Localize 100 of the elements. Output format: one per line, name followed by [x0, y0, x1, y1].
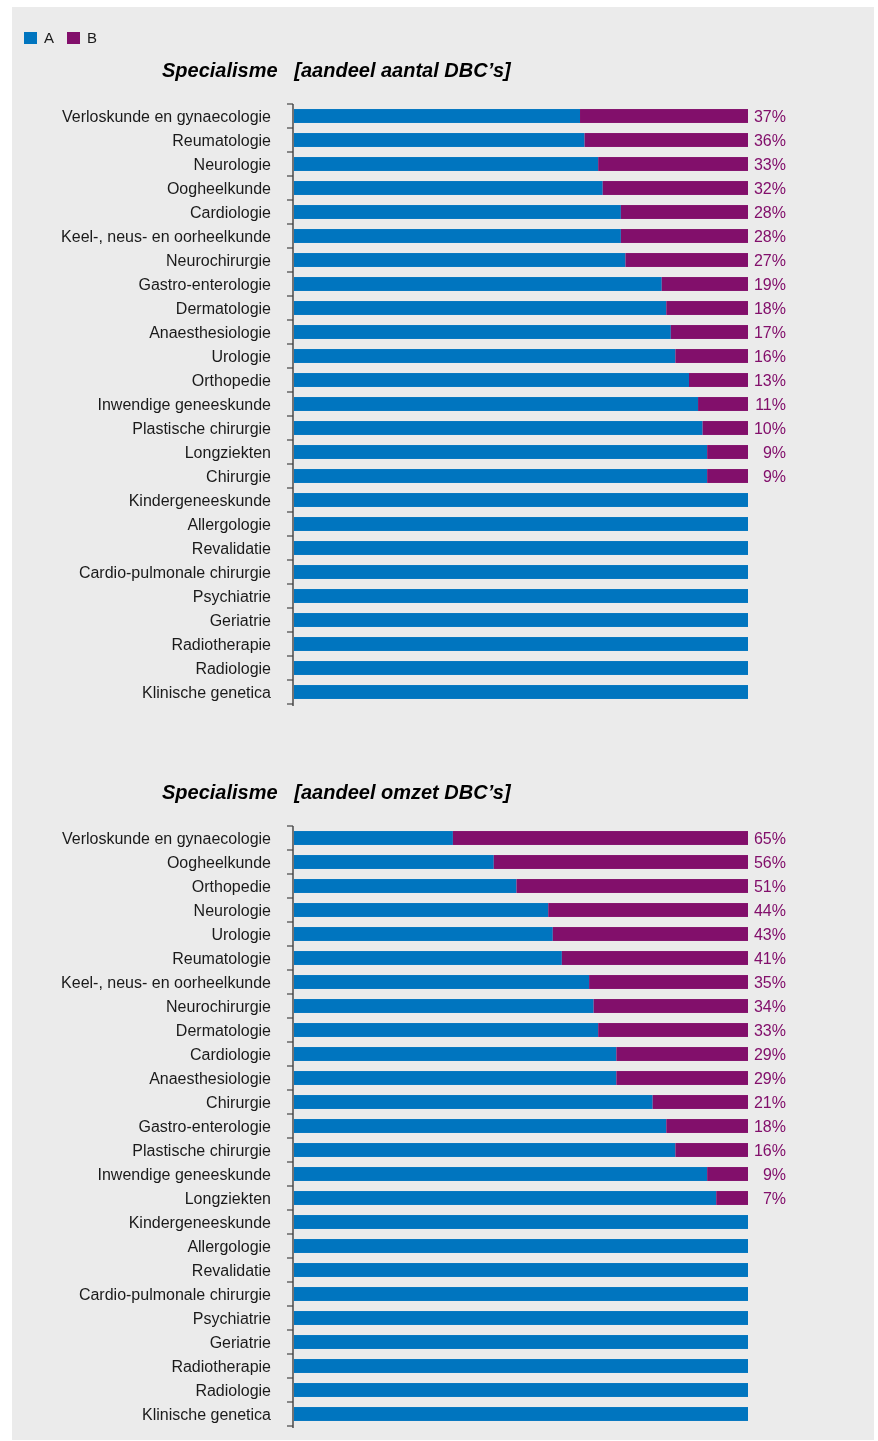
- y-tick-label: Kindergeneeskunde: [128, 1213, 272, 1231]
- data-label: 27%: [753, 251, 786, 269]
- bar: [616, 1071, 748, 1085]
- y-tick-label: Klinische genetica: [142, 1405, 272, 1423]
- y-tick-label: Reumatologie: [172, 131, 272, 149]
- bar: [625, 253, 748, 267]
- bar: [598, 157, 748, 171]
- bar: [294, 975, 590, 989]
- data-label: 28%: [753, 203, 786, 221]
- bar: [707, 469, 748, 483]
- bar: [294, 109, 581, 123]
- bar: [294, 541, 748, 555]
- bar: [294, 1119, 667, 1133]
- data-label: 35%: [753, 973, 786, 991]
- y-tick-label: Oogheelkunde: [166, 179, 272, 197]
- y-tick-label: Orthopedie: [191, 877, 272, 895]
- y-tick-label: Anaesthesiologie: [149, 323, 272, 341]
- bar: [294, 445, 708, 459]
- bar: [589, 975, 748, 989]
- y-tick-label: Inwendige geneeskunde: [97, 1165, 272, 1183]
- bar: [294, 133, 585, 147]
- y-tick-label: Urologie: [211, 925, 272, 943]
- bar: [584, 133, 748, 147]
- data-label: 17%: [753, 323, 786, 341]
- bar: [294, 855, 494, 869]
- y-tick-label: Urologie: [211, 347, 272, 365]
- bar: [493, 855, 748, 869]
- bar: [294, 565, 748, 579]
- y-tick-label: Neurologie: [193, 901, 272, 919]
- bar: [661, 277, 748, 291]
- y-tick-label: Keel-, neus- en oorheelkunde: [61, 973, 272, 991]
- data-label: 9%: [762, 1165, 786, 1183]
- y-tick-label: Radiotherapie: [171, 1357, 272, 1375]
- bar: [294, 1359, 748, 1373]
- bar: [294, 879, 517, 893]
- bar: [452, 831, 748, 845]
- y-tick-label: Gastro-enterologie: [138, 275, 272, 293]
- chart-title: Specialisme [aandeel aantal DBC’s]: [162, 59, 512, 81]
- data-label: 65%: [753, 829, 786, 847]
- y-tick-label: Revalidatie: [191, 539, 272, 557]
- data-label: 7%: [762, 1189, 786, 1207]
- y-tick-label: Dermatologie: [175, 1021, 272, 1039]
- data-label: 9%: [762, 467, 786, 485]
- y-tick-label: Verloskunde en gynaecologie: [61, 107, 272, 125]
- legend-label: B: [87, 29, 98, 46]
- data-label: 11%: [755, 395, 786, 413]
- bar: [707, 1167, 748, 1181]
- legend-label: A: [44, 29, 55, 46]
- y-tick-label: Radiologie: [195, 1381, 272, 1399]
- y-tick-label: Psychiatrie: [192, 1309, 272, 1327]
- y-tick-label: Cardiologie: [190, 203, 272, 221]
- bar: [666, 301, 748, 315]
- y-tick-label: Geriatrie: [209, 1333, 272, 1351]
- y-tick-label: Chirurgie: [206, 467, 272, 485]
- bar: [294, 661, 748, 675]
- bar: [598, 1023, 748, 1037]
- bar: [294, 1191, 717, 1205]
- bar: [294, 1143, 676, 1157]
- bar: [552, 927, 748, 941]
- y-tick-label: Cardio-pulmonale chirurgie: [78, 1285, 272, 1303]
- bar: [602, 181, 748, 195]
- bar: [294, 325, 671, 339]
- data-label: 29%: [753, 1069, 786, 1087]
- bar: [620, 205, 748, 219]
- bar: [294, 831, 453, 845]
- bar: [294, 613, 748, 627]
- y-tick-label: Plastische chirurgie: [132, 1141, 272, 1159]
- data-label: 34%: [753, 997, 786, 1015]
- bar: [294, 1335, 748, 1349]
- data-label: 33%: [753, 155, 786, 173]
- chart-title: Specialisme [aandeel omzet DBC’s]: [162, 781, 512, 803]
- bar: [666, 1119, 748, 1133]
- bar: [294, 1263, 748, 1277]
- bar: [516, 879, 748, 893]
- bar: [294, 903, 549, 917]
- bar: [294, 349, 676, 363]
- y-tick-label: Revalidatie: [191, 1261, 272, 1279]
- y-tick-label: Verloskunde en gynaecologie: [61, 829, 272, 847]
- bar: [294, 469, 708, 483]
- y-tick-label: Dermatologie: [175, 299, 272, 317]
- y-tick-label: Oogheelkunde: [166, 853, 272, 871]
- bar: [294, 421, 703, 435]
- bar: [294, 1407, 748, 1421]
- bar: [294, 1071, 617, 1085]
- y-tick-label: Reumatologie: [172, 949, 272, 967]
- y-tick-label: Cardio-pulmonale chirurgie: [78, 563, 272, 581]
- bar: [294, 397, 699, 411]
- data-label: 44%: [753, 901, 786, 919]
- y-tick-label: Cardiologie: [190, 1045, 272, 1063]
- y-tick-label: Radiologie: [195, 659, 272, 677]
- bar: [616, 1047, 748, 1061]
- bar: [294, 1383, 748, 1397]
- bar: [294, 1215, 748, 1229]
- bar: [580, 109, 748, 123]
- data-label: 36%: [753, 131, 786, 149]
- bar: [698, 397, 748, 411]
- bar: [620, 229, 748, 243]
- data-label: 29%: [753, 1045, 786, 1063]
- bar: [294, 1167, 708, 1181]
- data-label: 56%: [753, 853, 786, 871]
